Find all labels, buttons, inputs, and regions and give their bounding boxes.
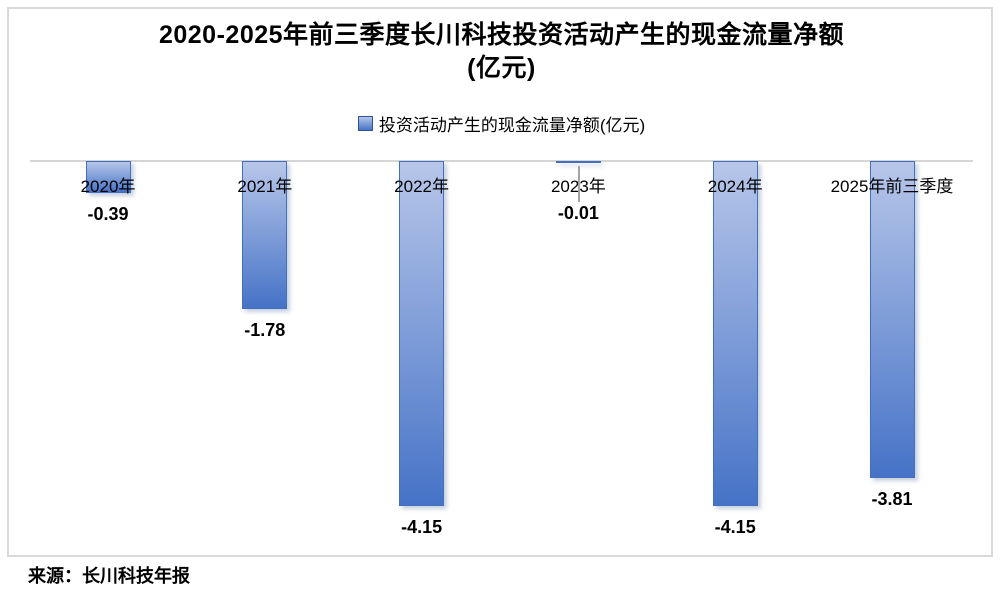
value-label-2020年: -0.39 <box>87 204 129 225</box>
category-label-2021年: 2021年 <box>237 177 293 196</box>
bar-2024年[interactable] <box>712 161 758 506</box>
category-label-2020年: 2020年 <box>80 177 136 196</box>
value-label-2022年: -4.15 <box>401 516 443 537</box>
source-note: 来源：长川科技年报 <box>28 566 190 586</box>
category-label-2022年: 2022年 <box>394 177 449 196</box>
value-label-2023年: -0.01 <box>557 203 599 223</box>
value-label-2025年前三季度: -3.81 <box>871 488 913 509</box>
value-label-2024年: -4.15 <box>714 516 756 537</box>
bar-2023年[interactable] <box>555 161 601 163</box>
bar-2025年前三季度[interactable] <box>869 161 915 478</box>
mouse-cursor-artifact <box>578 166 580 202</box>
bar-2022年[interactable] <box>399 161 445 506</box>
legend[interactable]: 投资活动产生的现金流量净额(亿元) <box>0 111 1003 136</box>
category-label-2025年前三季度: 2025年前三季度 <box>830 177 954 196</box>
value-label-2021年: -1.78 <box>244 319 286 340</box>
category-label-2024年: 2024年 <box>707 177 763 196</box>
bar-2021年[interactable] <box>242 161 288 309</box>
x-axis-baseline <box>30 160 973 162</box>
chart-frame <box>7 7 993 557</box>
bar-2020年[interactable] <box>85 161 131 194</box>
chart-title: 2020-2025年前三季度长川科技投资活动产生的现金流量净额 (亿元) <box>158 21 845 82</box>
legend-label: 投资活动产生的现金流量净额(亿元) <box>378 116 646 135</box>
legend-marker-icon <box>357 116 373 131</box>
